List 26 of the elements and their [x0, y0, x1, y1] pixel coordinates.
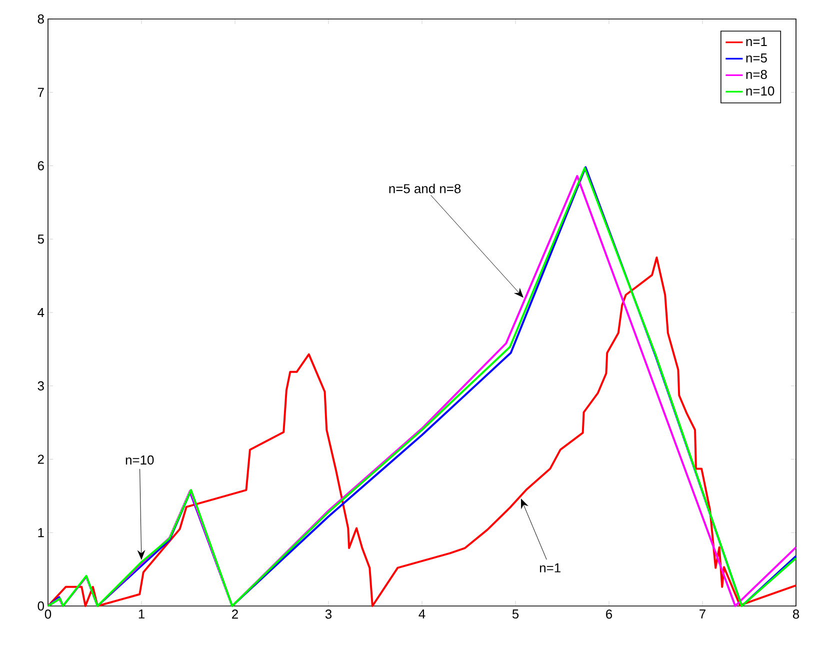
- y-tick-label: 2: [38, 454, 44, 464]
- x-tick-label: 3: [325, 610, 332, 619]
- y-tick-label: 4: [38, 308, 44, 317]
- x-tick-label: 6: [606, 610, 612, 619]
- x-tick-label: 7: [700, 610, 706, 618]
- legend-label: n=5: [746, 54, 767, 63]
- legend-label: n=8: [746, 70, 767, 80]
- legend-label: n=1: [746, 37, 767, 46]
- y-tick-label: 6: [38, 161, 44, 170]
- y-tick-label: 5: [38, 234, 44, 244]
- x-tick-label: 5: [512, 610, 519, 619]
- y-tick-label: 3: [38, 381, 44, 390]
- y-tick-label: 1: [38, 528, 44, 538]
- annotation: n=5 and n=8: [389, 184, 461, 194]
- y-tick-label: 7: [38, 88, 44, 97]
- x-tick-label: 0: [44, 610, 52, 619]
- y-tick-label: 8: [38, 14, 44, 24]
- annotation: n=1: [540, 563, 560, 572]
- x-tick-label: 4: [418, 610, 426, 618]
- x-tick-label: 8: [792, 610, 800, 619]
- x-tick-label: 1: [138, 610, 144, 618]
- legend-label: n=10: [746, 86, 774, 96]
- line-series: [47, 256, 797, 607]
- annotation: n=10: [126, 455, 154, 465]
- y-tick-label: 0: [38, 601, 44, 611]
- x-tick-label: 2: [232, 610, 238, 619]
